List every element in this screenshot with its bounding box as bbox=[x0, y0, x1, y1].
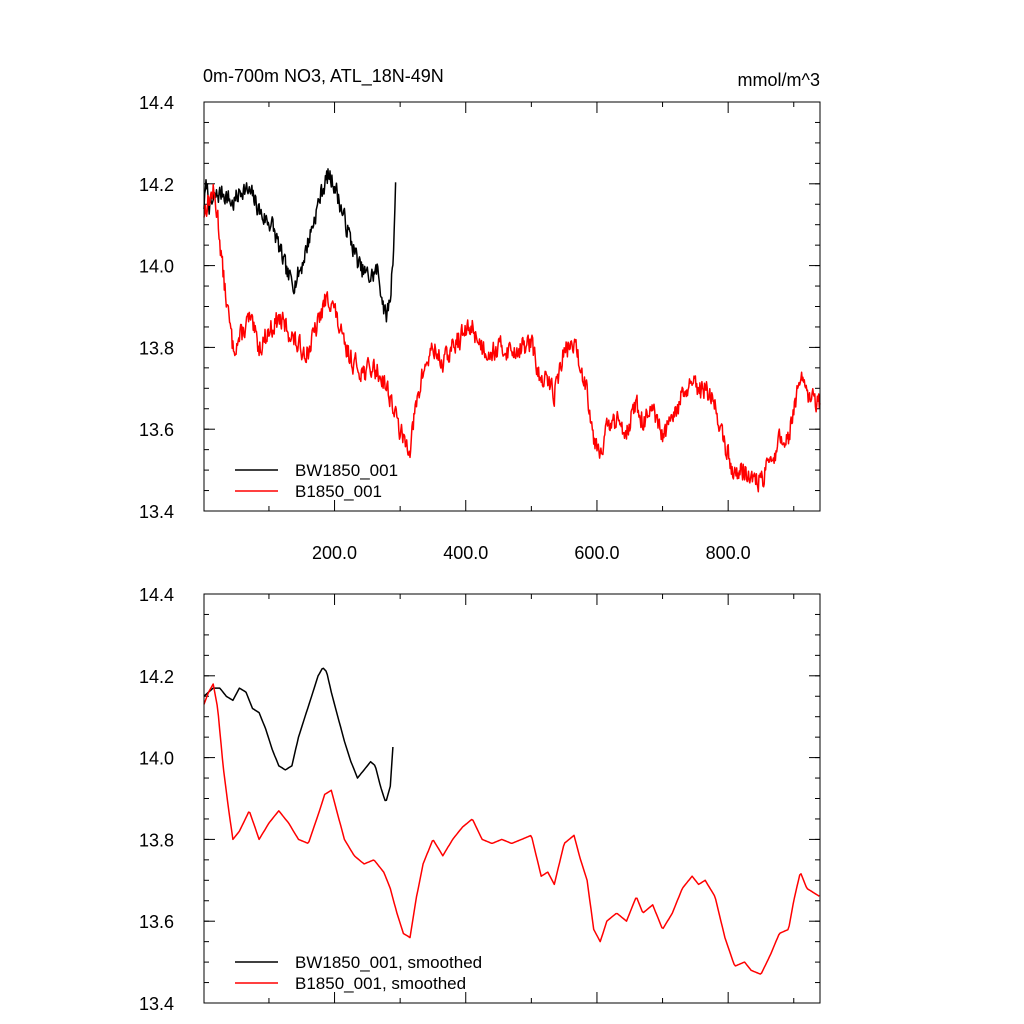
top-panel-series bbox=[203, 168, 821, 493]
top-ytick-label: 13.6 bbox=[139, 420, 174, 440]
bottom-panel: 13.4 13.6 13.8 14.0 14.2 14.4 BW1850_001, smo… bbox=[139, 585, 821, 1014]
top-ytick-label: 13.4 bbox=[139, 502, 174, 522]
bottom-panel-ticks: 13.4 13.6 13.8 14.0 14.2 14.4 bbox=[139, 585, 820, 1014]
top-panel: 0m-700m NO3, ATL_18N-49N mmol/m^3 13.4 13… bbox=[139, 66, 821, 563]
bottom-panel-legend: BW1850_001, smoothed B1850_001, smoothed bbox=[235, 953, 482, 993]
top-xtick-label: 800.0 bbox=[706, 543, 751, 563]
top-ytick-label: 14.2 bbox=[139, 175, 174, 195]
top-ytick-label: 14.4 bbox=[139, 93, 174, 113]
bottom-ytick-label: 14.4 bbox=[139, 585, 174, 605]
top-panel-legend: BW1850_001 B1850_001 bbox=[235, 461, 398, 501]
top-ytick-label: 14.0 bbox=[139, 257, 174, 277]
top-xtick-label: 200.0 bbox=[312, 543, 357, 563]
legend-label-b1850-smoothed: B1850_001, smoothed bbox=[295, 974, 466, 993]
top-xtick-label: 400.0 bbox=[443, 543, 488, 563]
bottom-panel-series bbox=[203, 667, 820, 975]
bottom-ytick-label: 14.2 bbox=[139, 667, 174, 687]
top-ytick-label: 13.8 bbox=[139, 338, 174, 358]
bottom-ytick-label: 14.0 bbox=[139, 749, 174, 769]
legend-label-bw1850: BW1850_001 bbox=[295, 461, 398, 480]
bottom-panel-frame bbox=[203, 593, 821, 1004]
top-series-line-bw1850 bbox=[203, 168, 397, 323]
top-series-line-b1850 bbox=[203, 183, 821, 493]
bottom-ytick-label: 13.8 bbox=[139, 830, 174, 850]
legend-label-b1850: B1850_001 bbox=[295, 482, 382, 501]
top-panel-frame bbox=[203, 101, 821, 512]
top-xtick-label: 600.0 bbox=[574, 543, 619, 563]
top-panel-title: 0m-700m NO3, ATL_18N-49N bbox=[203, 66, 444, 87]
bottom-ytick-label: 13.4 bbox=[139, 994, 174, 1014]
bottom-series-line-b1850 bbox=[203, 683, 820, 975]
bottom-series-line-bw1850 bbox=[203, 667, 394, 802]
top-panel-units: mmol/m^3 bbox=[738, 70, 820, 90]
bottom-ytick-label: 13.6 bbox=[139, 912, 174, 932]
legend-label-bw1850-smoothed: BW1850_001, smoothed bbox=[295, 953, 482, 972]
